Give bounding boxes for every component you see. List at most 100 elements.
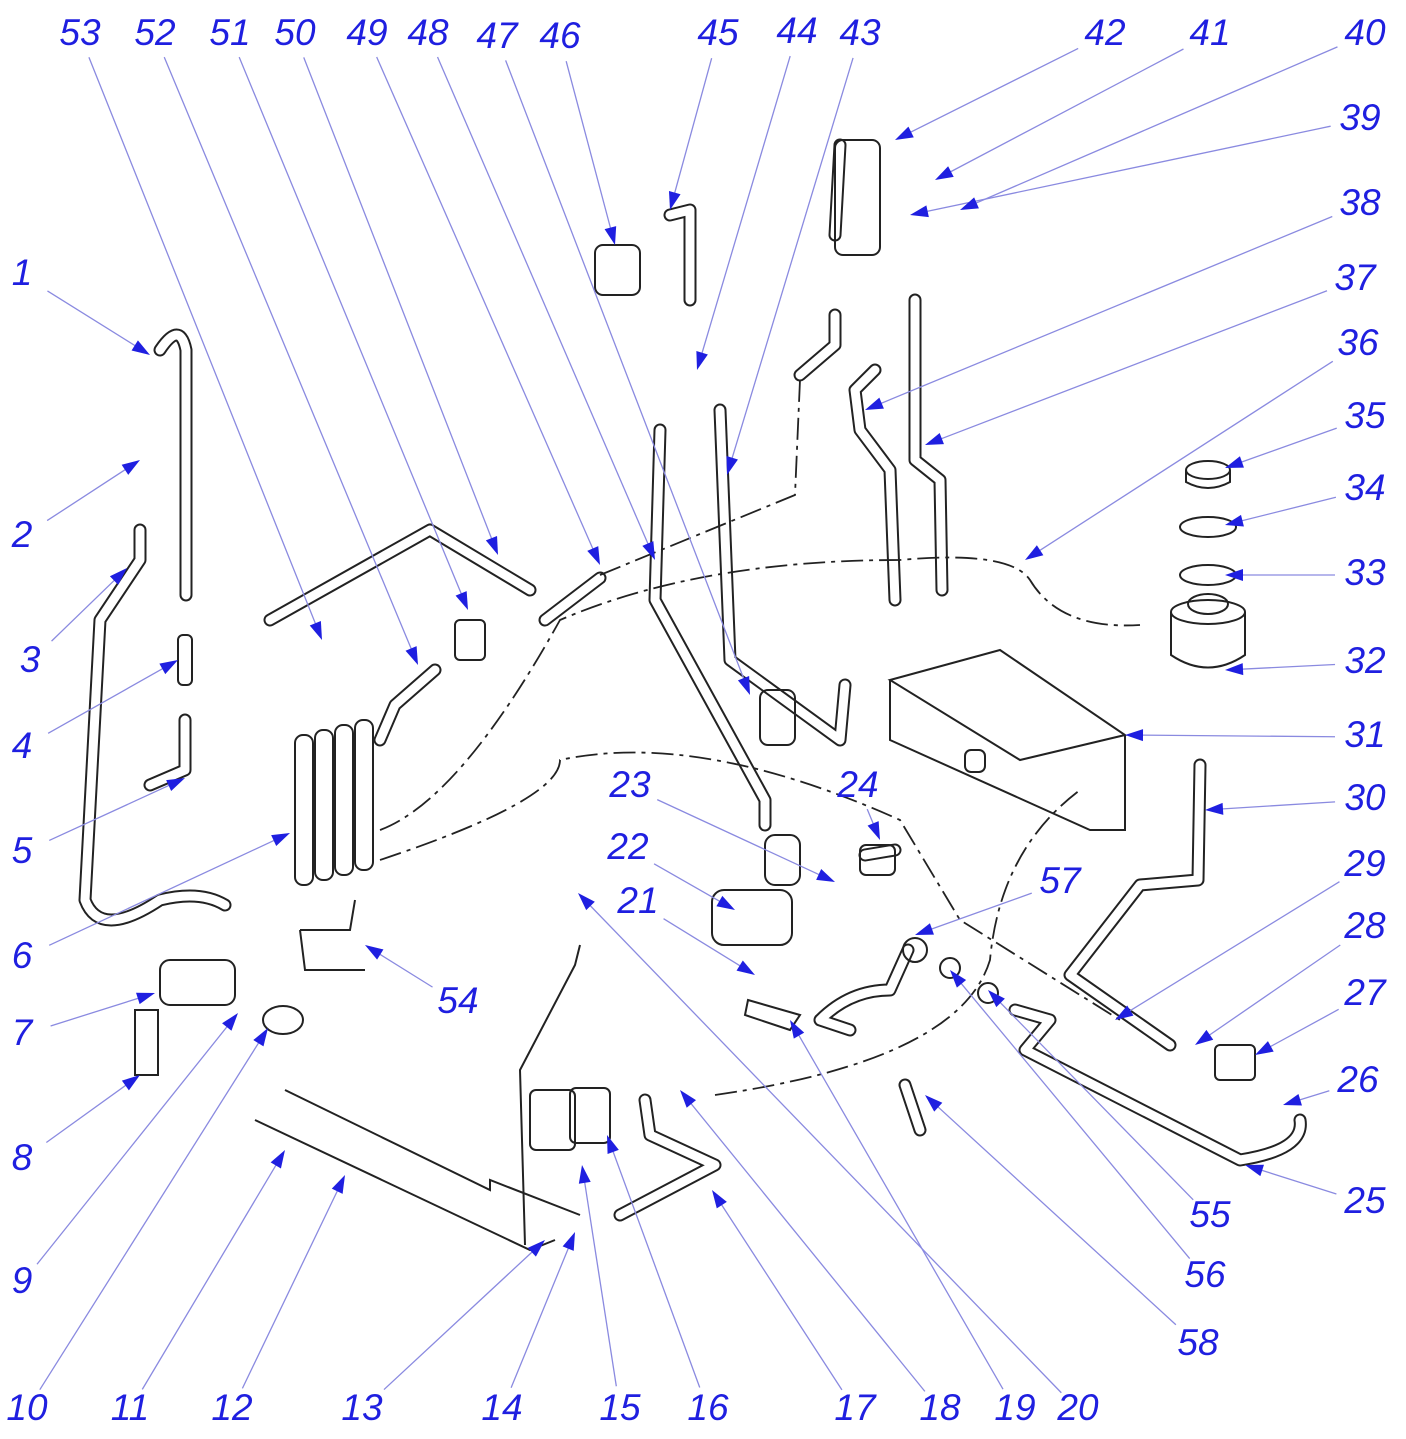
leader-arrow	[159, 660, 178, 675]
leader-arrow	[910, 205, 929, 218]
leader-arrow	[1255, 1041, 1274, 1055]
leader-arrow	[604, 226, 617, 245]
leader-arrow	[136, 992, 155, 1005]
leader-line	[581, 1168, 617, 1387]
leader-arrow	[790, 1020, 805, 1039]
leader-line	[927, 1097, 1177, 1326]
callout-number: 15	[599, 1387, 641, 1428]
leader-line	[918, 892, 1032, 935]
heat-exchanger	[294, 719, 374, 886]
callout-number: 36	[1337, 322, 1379, 363]
callout-number: 40	[1344, 12, 1386, 53]
callout-number: 12	[211, 1387, 253, 1428]
leader-arrow	[253, 1028, 268, 1047]
leader-arrow	[925, 432, 944, 445]
callout-number: 30	[1344, 777, 1386, 818]
leader-arrow	[455, 591, 468, 610]
leader-line	[50, 993, 152, 1027]
leader-arrow	[527, 1240, 545, 1257]
callout-number: 53	[59, 12, 101, 53]
callout-number: 51	[209, 12, 250, 53]
leader-arrow	[680, 1090, 697, 1108]
callout-number: 7	[12, 1012, 34, 1053]
leader-arrow	[365, 945, 384, 960]
leader-line	[238, 56, 468, 607]
callout-number: 39	[1339, 97, 1380, 138]
leader-line	[663, 918, 752, 974]
callout-number: 31	[1344, 714, 1385, 755]
leader-line	[791, 1023, 1004, 1390]
leader-line	[656, 799, 832, 881]
leader-arrow	[1195, 1029, 1214, 1045]
callout-number: 52	[134, 12, 176, 53]
leader-arrow	[331, 1175, 345, 1194]
leader-arrow	[1225, 663, 1244, 676]
callout-number: 47	[476, 15, 519, 56]
leader-line	[952, 972, 1191, 1259]
leader-arrow	[121, 460, 140, 475]
parts-drawing	[78, 138, 1307, 1252]
leader-line	[1118, 881, 1340, 1019]
leader-arrow	[737, 676, 750, 695]
callout-number: 9	[12, 1260, 33, 1301]
leader-arrow	[121, 1075, 140, 1091]
callout-number: 5	[12, 830, 33, 871]
leader-line	[963, 46, 1338, 210]
leader-arrow	[988, 990, 1005, 1008]
leader-line	[88, 57, 322, 637]
leader-arrow	[1225, 456, 1244, 468]
leader-arrow	[405, 646, 418, 665]
leader-line	[39, 1031, 267, 1391]
leader-line	[436, 56, 655, 557]
callout-number: 37	[1334, 257, 1377, 298]
leader-arrow	[696, 351, 708, 370]
leader-line	[505, 60, 750, 692]
callout-number: 49	[346, 12, 387, 53]
callout-number: 25	[1343, 1180, 1386, 1221]
leader-line	[510, 1235, 575, 1389]
callout-number: 55	[1189, 1194, 1231, 1235]
callout-number: 18	[919, 1387, 961, 1428]
leader-line	[607, 1138, 701, 1388]
callout-number: 19	[994, 1387, 1035, 1428]
leader-line	[938, 48, 1184, 179]
leader-arrow	[712, 1190, 727, 1209]
callout-number: 10	[6, 1387, 48, 1428]
leader-arrow	[1125, 729, 1144, 742]
callout-number: 20	[1056, 1387, 1099, 1428]
callout-number: 58	[1177, 1322, 1219, 1363]
callout-number: 17	[834, 1387, 877, 1428]
leader-line	[727, 57, 854, 472]
callout-number: 3	[20, 639, 41, 680]
rods	[254, 944, 581, 1252]
softener	[1170, 460, 1246, 669]
leader-line	[670, 57, 713, 207]
callout-number: 1	[12, 252, 33, 293]
callout-number: 8	[12, 1137, 33, 1178]
leader-arrow	[222, 1013, 238, 1031]
callout-number: 29	[1343, 843, 1385, 884]
callout-number: 28	[1343, 905, 1386, 946]
leader-line	[241, 1178, 344, 1389]
callout-number: 23	[608, 764, 651, 805]
leader-line	[48, 834, 287, 946]
leader-line	[45, 1076, 138, 1143]
callout-number: 42	[1084, 12, 1126, 53]
leader-arrow	[271, 833, 290, 847]
callout-number: 46	[539, 15, 581, 56]
leader-line	[928, 290, 1328, 445]
leader-arrow	[1025, 545, 1044, 560]
leader-arrow	[131, 340, 150, 355]
leader-line	[1128, 734, 1336, 738]
callout-number: 32	[1344, 640, 1386, 681]
leader-arrow	[642, 541, 655, 560]
leader-line	[1228, 496, 1337, 525]
leader-arrow	[867, 821, 880, 840]
callout-number: 33	[1344, 552, 1386, 593]
leader-arrow	[668, 191, 681, 210]
leader-line	[141, 1153, 284, 1390]
leader-arrow	[309, 621, 322, 640]
callout-number: 35	[1344, 395, 1386, 436]
leader-arrow	[578, 1165, 591, 1184]
